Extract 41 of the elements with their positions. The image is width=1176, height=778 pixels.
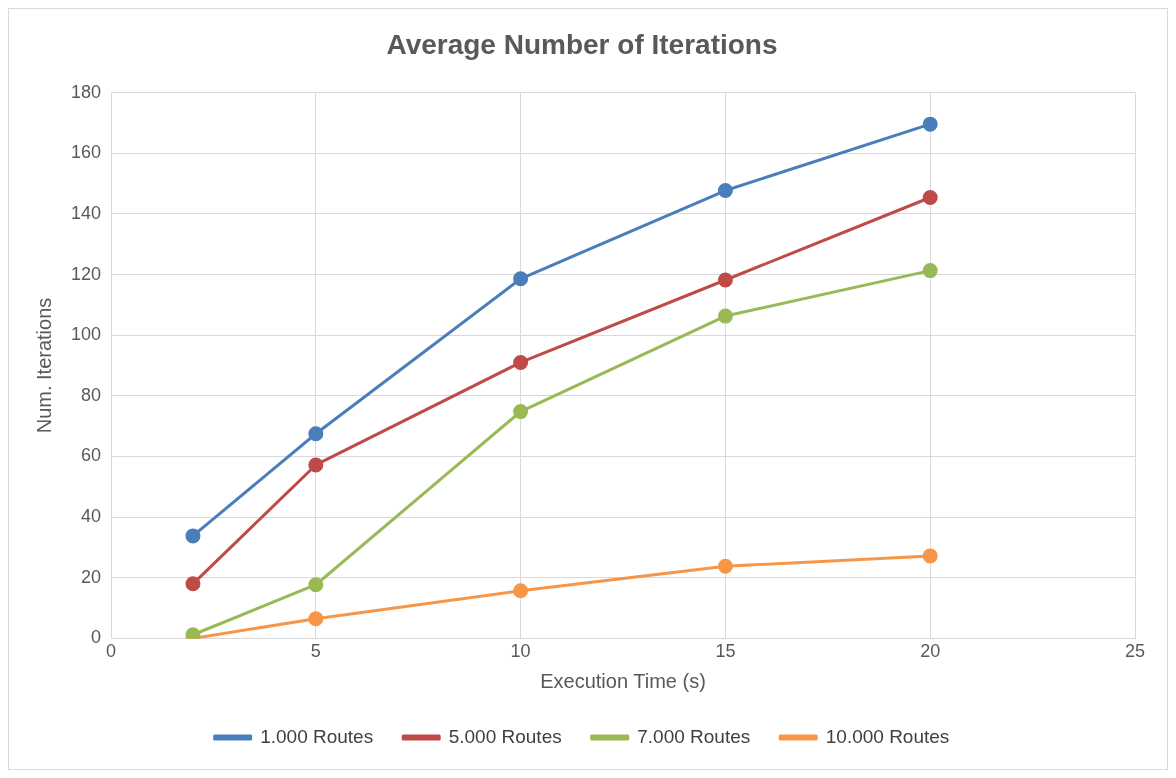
point	[513, 271, 529, 287]
point	[513, 404, 529, 420]
point	[185, 576, 201, 592]
x-axis-title: Execution Time (s)	[540, 669, 706, 692]
point	[717, 183, 733, 199]
y-tick-label: 40	[81, 506, 102, 527]
point	[513, 583, 529, 599]
point	[308, 611, 324, 627]
y-tick-label: 60	[81, 445, 102, 466]
legend-label: 1.000 Routes	[260, 725, 374, 747]
x-tick-label: 25	[1124, 641, 1146, 662]
point	[717, 308, 733, 324]
x-tick-label: 20	[920, 641, 941, 662]
point	[185, 528, 201, 544]
y-tick-label: 0	[91, 627, 102, 648]
x-tick-label: 10	[510, 641, 531, 662]
y-axis-title: Num. Iterations	[32, 297, 55, 434]
point	[922, 116, 938, 132]
point	[513, 354, 529, 370]
point	[717, 272, 733, 288]
point	[922, 548, 938, 564]
x-tick-label: 15	[715, 641, 736, 662]
y-tick-label: 80	[81, 384, 102, 405]
y-tick-label: 160	[70, 142, 102, 163]
legend-label: 7.000 Routes	[637, 725, 751, 747]
x-tick-label: 5	[310, 641, 321, 662]
point	[922, 263, 938, 279]
y-tick-label: 20	[81, 566, 102, 587]
x-tick-label: 0	[106, 641, 117, 662]
y-tick-label: 180	[70, 81, 102, 102]
legend-label: 10.000 Routes	[825, 725, 950, 747]
legend-label: 5.000 Routes	[448, 725, 562, 747]
point	[308, 426, 324, 442]
chart-title: Average Number of Iterations	[386, 28, 778, 60]
y-tick-label: 100	[70, 324, 102, 345]
point	[308, 457, 324, 473]
y-tick-label: 140	[70, 202, 102, 223]
point	[308, 577, 324, 593]
y-tick-label: 120	[70, 263, 102, 284]
point	[922, 190, 938, 206]
point	[717, 558, 733, 574]
